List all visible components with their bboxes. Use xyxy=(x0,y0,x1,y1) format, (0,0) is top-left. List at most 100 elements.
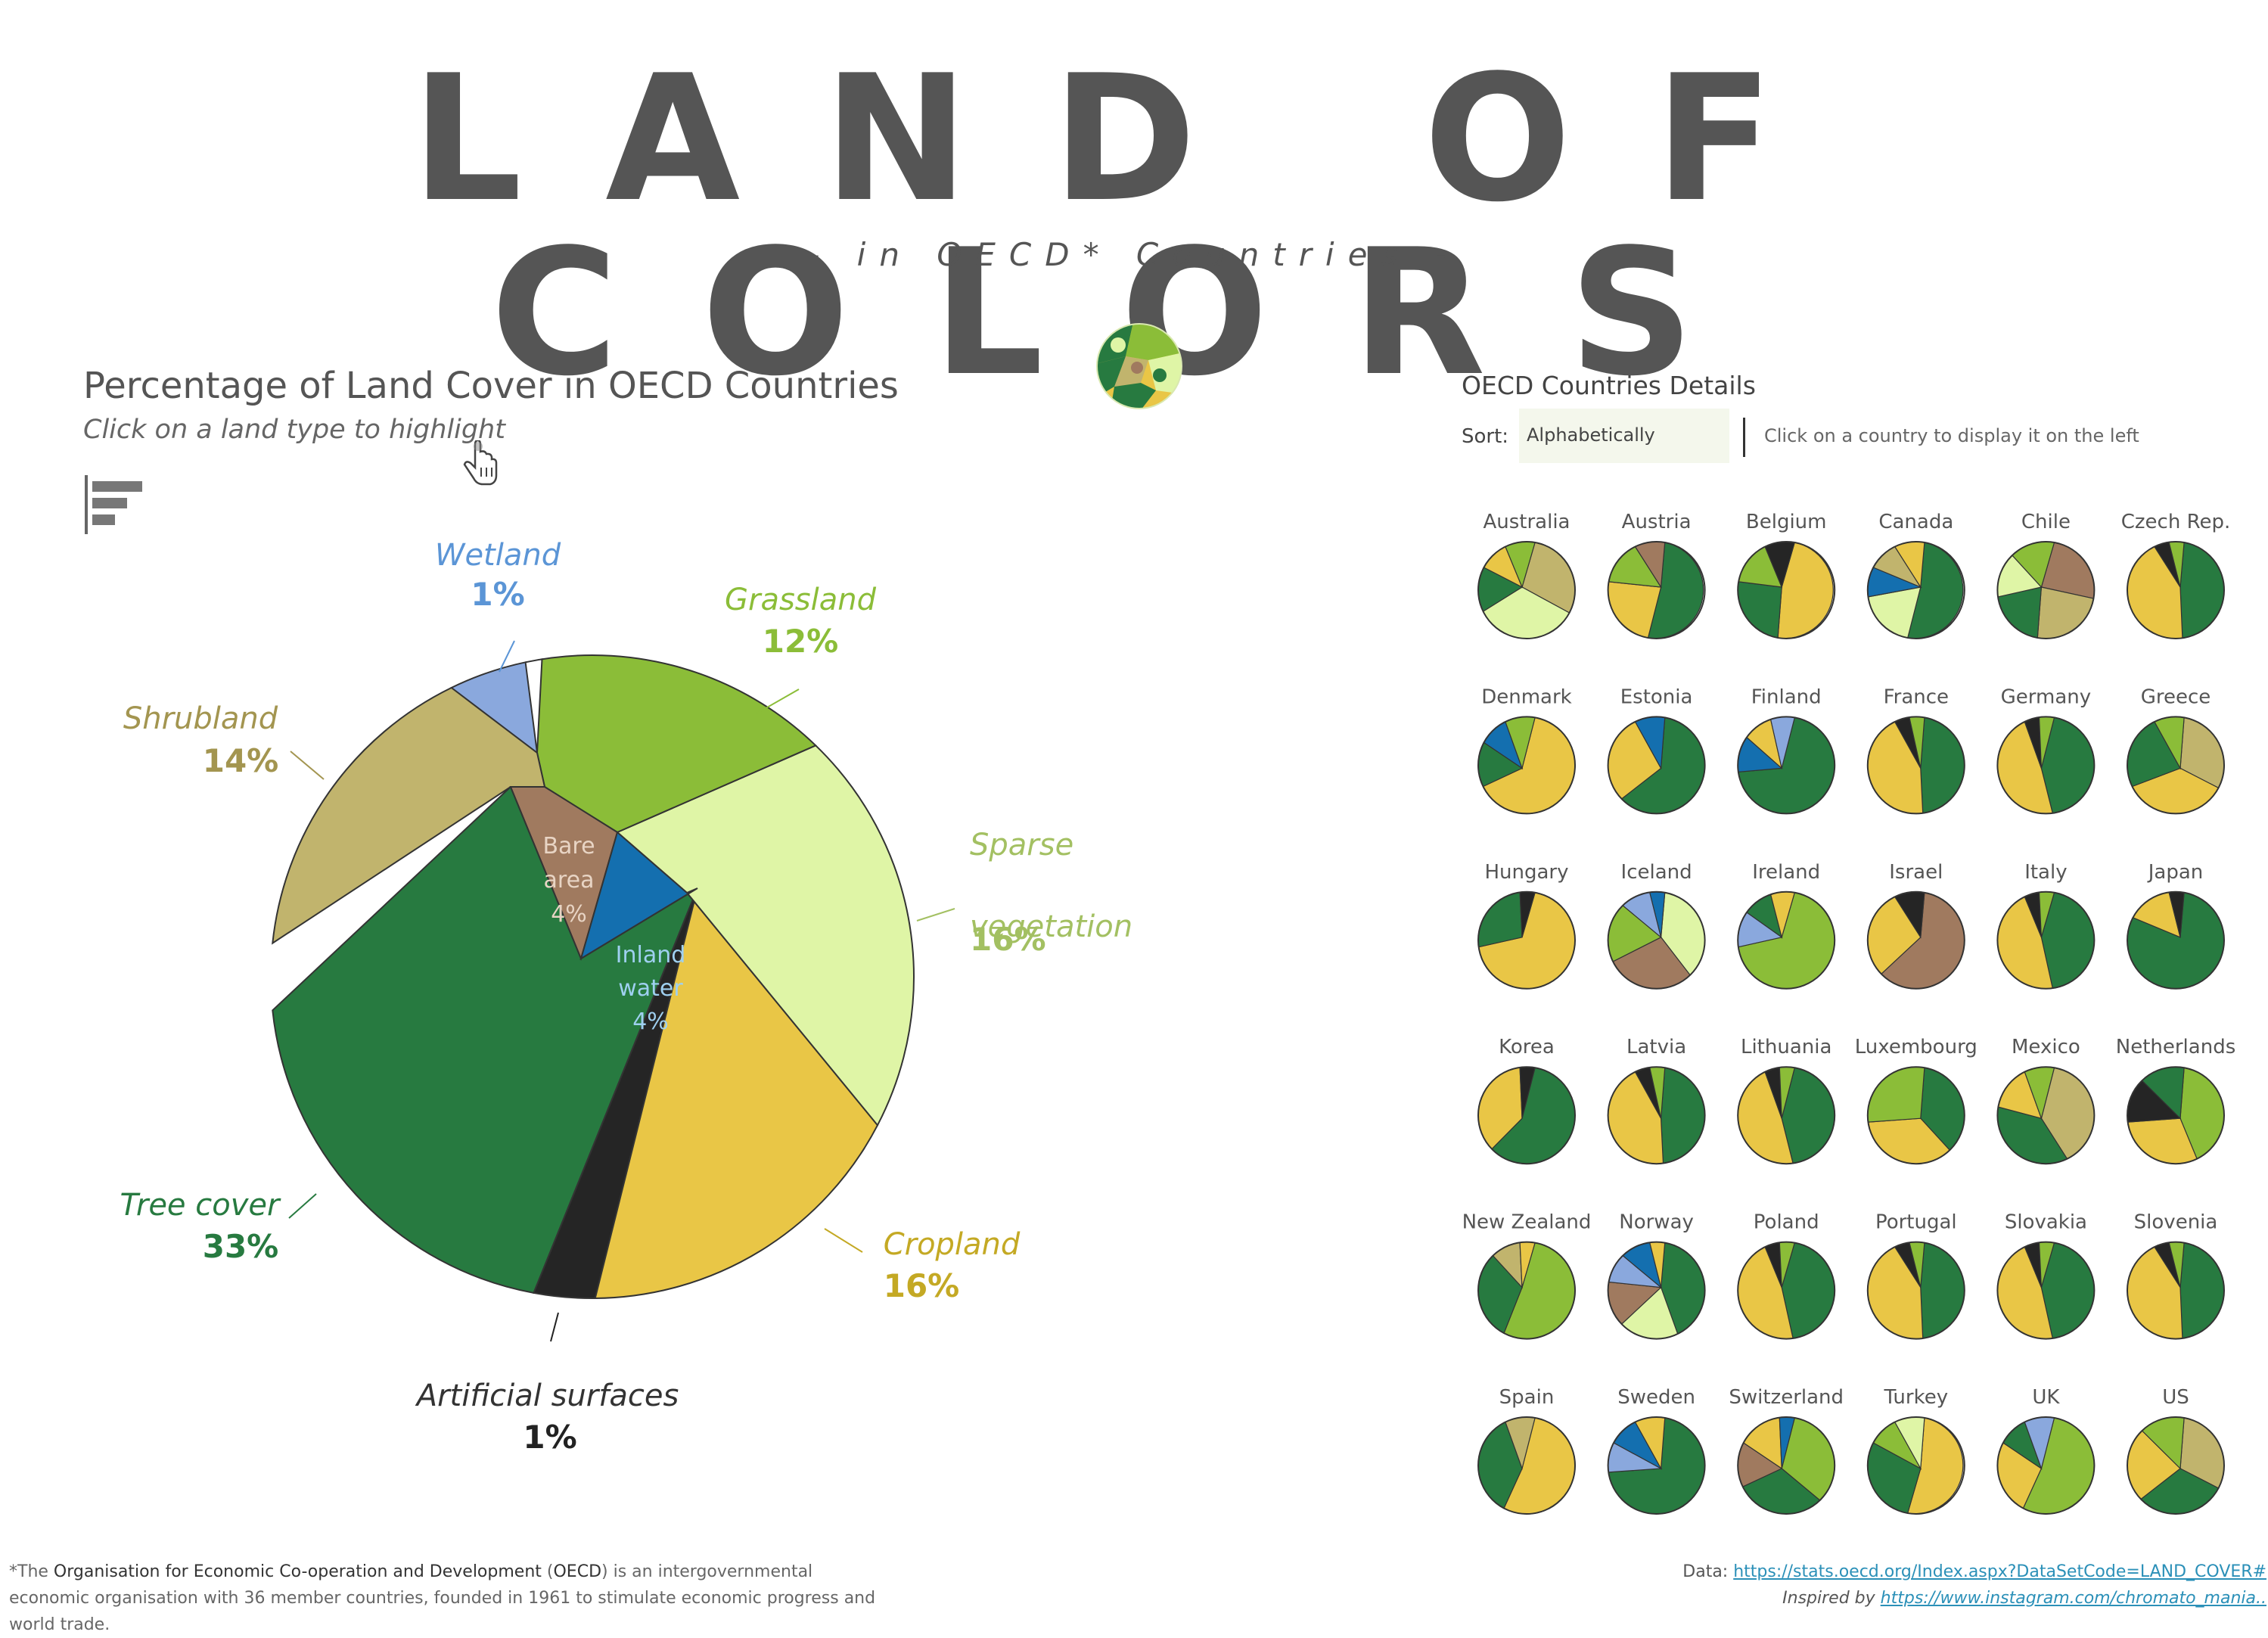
data-link[interactable]: https://stats.oecd.org/Index.aspx?DataSe… xyxy=(1733,1562,2266,1581)
label-inland-water-2[interactable]: water xyxy=(618,975,683,1002)
label-inland-water-1[interactable]: Inland xyxy=(616,942,686,968)
sort-icon[interactable] xyxy=(85,475,145,534)
pie-slice-shrubland[interactable] xyxy=(272,686,546,945)
country-mexico[interactable]: Mexico xyxy=(1996,1036,2096,1165)
country-slice-tree-cover xyxy=(2179,542,2225,639)
country-lithuania[interactable]: Lithuania xyxy=(1737,1036,1836,1165)
country-japan[interactable]: Japan xyxy=(2127,861,2225,990)
footnote: *The Organisation for Economic Co-operat… xyxy=(9,1562,876,1634)
country-pie-outline xyxy=(1737,1066,1836,1165)
country-luxembourg[interactable]: Luxembourg xyxy=(1855,1036,1978,1165)
label-cropland[interactable]: Cropland xyxy=(884,1227,1021,1262)
label-wetland[interactable]: Wetland xyxy=(435,538,561,573)
pie-slice-cropland[interactable] xyxy=(594,887,879,1300)
country-name: Norway xyxy=(1619,1211,1694,1234)
country-new-zealand[interactable]: New Zealand xyxy=(1462,1211,1592,1340)
sort-dropdown[interactable]: Alphabetically xyxy=(1519,409,1729,463)
country-latvia[interactable]: Latvia xyxy=(1607,1036,1706,1165)
country-germany[interactable]: Germany xyxy=(1996,685,2096,815)
country-norway[interactable]: Norway xyxy=(1607,1211,1706,1340)
country-poland[interactable]: Poland xyxy=(1737,1211,1836,1340)
country-pie-outline xyxy=(1607,1416,1706,1515)
country-slovenia[interactable]: Slovenia xyxy=(2127,1211,2225,1340)
label-shrubland[interactable]: Shrubland xyxy=(123,701,278,736)
country-spain[interactable]: Spain xyxy=(1477,1386,1576,1515)
org-name: Organisation for Economic Co-operation a… xyxy=(53,1562,542,1581)
country-canada[interactable]: Canada xyxy=(1866,511,1965,639)
source-block: Data: https://stats.oecd.org/Index.aspx?… xyxy=(1682,1562,2266,1608)
country-hungary[interactable]: Hungary xyxy=(1477,861,1576,990)
country-name: Slovakia xyxy=(2005,1211,2087,1234)
country-name: Sweden xyxy=(1617,1386,1695,1409)
country-pie-outline xyxy=(1996,541,2096,639)
country-slovakia[interactable]: Slovakia xyxy=(1996,1211,2096,1340)
label-artificial-surfaces[interactable]: Artificial surfaces xyxy=(415,1378,679,1413)
country-name: Korea xyxy=(1499,1036,1555,1058)
country-name: Israel xyxy=(1889,861,1943,884)
country-pie-outline xyxy=(1607,541,1706,639)
country-name: Poland xyxy=(1754,1211,1819,1234)
country-greece[interactable]: Greece xyxy=(2127,685,2225,815)
country-pie-outline xyxy=(1866,541,1965,639)
sort-divider xyxy=(1743,418,1745,457)
leader-line-artificial-surfaces xyxy=(550,1312,559,1342)
label-sparse-vegetation-line2[interactable]: vegetation xyxy=(970,909,1132,944)
label-bare-area-2[interactable]: area xyxy=(544,867,595,894)
leader-line-grassland xyxy=(756,688,800,714)
country-australia[interactable]: Australia xyxy=(1477,511,1576,639)
country-pie-outline xyxy=(1607,1066,1706,1165)
country-pie-outline xyxy=(1477,890,1576,990)
country-iceland[interactable]: Iceland xyxy=(1607,861,1706,990)
leader-line-tree-cover xyxy=(288,1193,317,1219)
country-france[interactable]: France xyxy=(1866,685,1965,815)
country-chile[interactable]: Chile xyxy=(1996,511,2096,639)
country-name: New Zealand xyxy=(1462,1211,1592,1234)
country-pie-outline xyxy=(1607,890,1706,990)
hand-cursor-icon xyxy=(463,440,498,486)
country-belgium[interactable]: Belgium xyxy=(1737,511,1836,639)
country-name: Slovenia xyxy=(2134,1211,2218,1234)
country-name: Belgium xyxy=(1746,511,1827,533)
country-name: Germany xyxy=(2001,685,2092,708)
value-inland-water: 4% xyxy=(632,1009,669,1035)
label-bare-area-1[interactable]: Bare xyxy=(542,833,595,859)
pie-slice-tree-cover[interactable] xyxy=(272,785,700,1295)
label-sparse-vegetation-line1[interactable]: Sparse xyxy=(970,828,1073,863)
label-tree-cover[interactable]: Tree cover xyxy=(120,1188,281,1223)
country-finland[interactable]: Finland xyxy=(1737,685,1836,815)
country-ireland[interactable]: Ireland xyxy=(1737,861,1836,990)
country-netherlands[interactable]: Netherlands xyxy=(2116,1036,2236,1165)
country-austria[interactable]: Austria xyxy=(1607,511,1706,639)
country-portugal[interactable]: Portugal xyxy=(1866,1211,1965,1340)
label-grassland[interactable]: Grassland xyxy=(725,583,877,617)
country-turkey[interactable]: Turkey xyxy=(1866,1386,1965,1515)
pie-slice-inland-water[interactable] xyxy=(579,831,698,961)
leader-line-cropland xyxy=(824,1228,863,1253)
country-israel[interactable]: Israel xyxy=(1866,861,1965,990)
country-uk[interactable]: UK xyxy=(1996,1386,2096,1515)
country-korea[interactable]: Korea xyxy=(1477,1036,1576,1165)
country-name: Australia xyxy=(1483,511,1570,533)
pie-slice-sparse-vegetation[interactable] xyxy=(616,744,915,1127)
country-us[interactable]: US xyxy=(2127,1386,2225,1515)
org-abbr: OECD xyxy=(553,1562,602,1581)
country-name: Portugal xyxy=(1875,1211,1957,1234)
country-estonia[interactable]: Estonia xyxy=(1607,685,1706,815)
value-sparse-vegetation: 16% xyxy=(970,921,1046,958)
pie-slice-grassland[interactable] xyxy=(525,654,817,834)
country-switzerland[interactable]: Switzerland xyxy=(1729,1386,1844,1515)
country-name: Estonia xyxy=(1620,685,1693,708)
country-denmark[interactable]: Denmark xyxy=(1477,685,1576,815)
details-title: OECD Countries Details xyxy=(1462,371,1756,400)
country-name: Czech Rep. xyxy=(2121,511,2231,533)
country-pie-outline xyxy=(2127,1066,2225,1165)
inspired-link[interactable]: https://www.instagram.com/chromato_mania… xyxy=(1880,1589,2266,1608)
sort-label: Sort: xyxy=(1462,425,1509,448)
country-czech-rep[interactable]: Czech Rep. xyxy=(2121,511,2231,639)
value-wetland: 1% xyxy=(471,576,524,613)
country-sweden[interactable]: Sweden xyxy=(1607,1386,1706,1515)
logo-icon xyxy=(1096,323,1182,409)
value-bare-area: 4% xyxy=(551,901,587,928)
country-italy[interactable]: Italy xyxy=(1996,861,2096,990)
